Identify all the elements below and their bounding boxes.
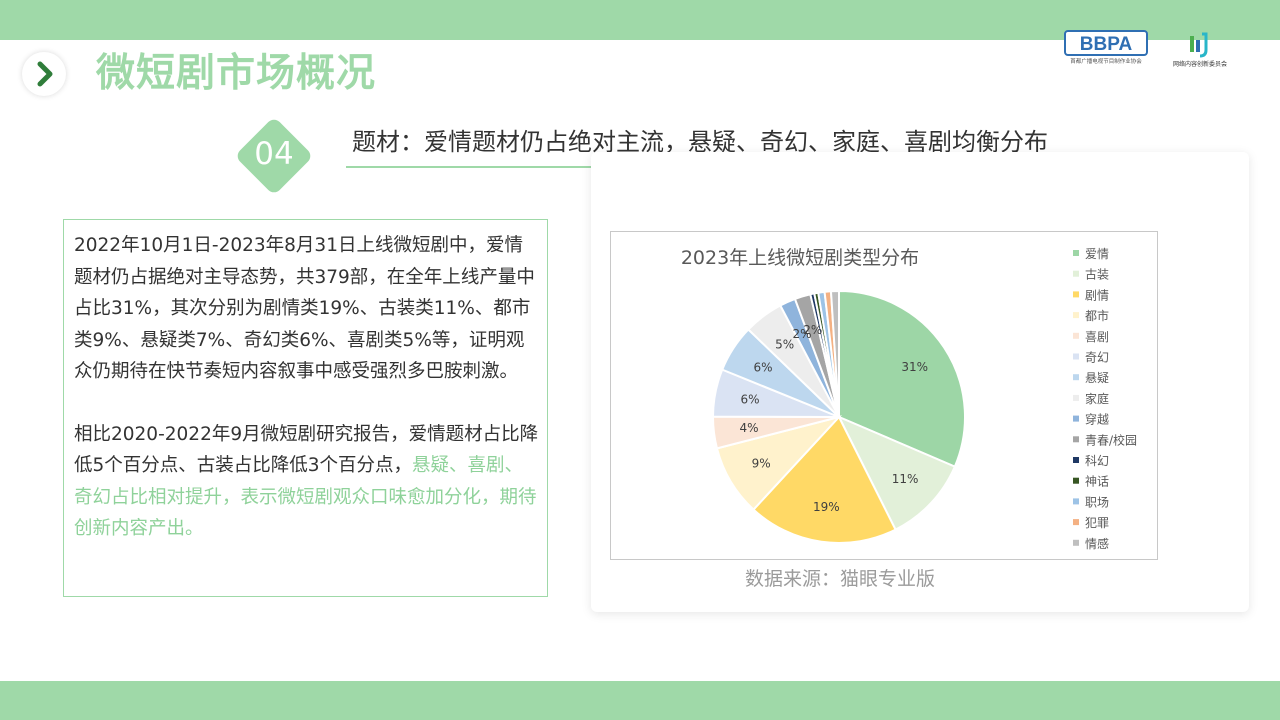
paragraph-2-text: 相比2020-2022年9月微短剧研究报告，爱情题材占比降低5个百分点、古装占比…	[74, 423, 539, 477]
section-number: 04	[254, 136, 294, 172]
legend-label-1: 古装	[1085, 267, 1109, 282]
pie-slice-label-8: 2%	[792, 327, 811, 341]
pie-slice-label-3: 9%	[752, 457, 771, 471]
bbpa-caption: 首都广播电视节目制作业协会	[1070, 57, 1142, 65]
legend-label-3: 都市	[1085, 308, 1109, 323]
chart-frame: 2023年上线微短剧类型分布 31% 11% 19% 9% 4% 6% 6% 5% 2% 2% 爱…	[610, 231, 1158, 560]
paragraph-2-highlight: 悬疑、喜剧、奇幻占比相对提升，表示微短剧观众口味愈加分化，期待创新内容产出。	[74, 455, 537, 539]
summary-paragraph-1: 2022年10月1日-2023年8月31日上线微短剧中，爱情题材仍占据绝对主导态…	[74, 235, 535, 382]
wj-logo-icon	[1190, 32, 1208, 58]
legend-label-13: 犯罪	[1085, 516, 1109, 530]
page-title: 微短剧市场概况	[96, 51, 377, 96]
legend-label-9: 青春/校园	[1085, 432, 1137, 447]
pie-slice-label-7: 5%	[775, 337, 794, 351]
legend-swatch-0	[1073, 250, 1079, 256]
pie-slice-label-5: 6%	[740, 393, 759, 407]
section-subtitle: 题材：爱情题材仍占绝对主流，悬疑、奇幻、家庭、喜剧均衡分布	[352, 128, 1048, 156]
pie-slice-2	[752, 415, 897, 544]
pie-slice-label-4: 4%	[739, 421, 758, 435]
legend-swatch-5	[1073, 353, 1079, 360]
legend-swatch-11	[1073, 477, 1079, 484]
legend-label-14: 情感	[1085, 536, 1109, 551]
legend-label-8: 穿越	[1085, 412, 1109, 427]
chevron-right-icon	[22, 52, 66, 96]
legend-swatch-3	[1073, 312, 1079, 319]
summary-paragraph-2: 相比2020-2022年9月微短剧研究报告，爱情题材占比降低5个百分点、古装占比…	[74, 419, 539, 545]
legend-swatch-2	[1073, 291, 1079, 298]
legend-label-6: 悬疑	[1085, 370, 1109, 385]
summary-text-box: 2022年10月1日-2023年8月31日上线微短剧中，爱情题材仍占据绝对主导态…	[63, 219, 548, 597]
chart-title: 2023年上线微短剧类型分布	[681, 247, 919, 269]
partner-logos: BBPA 首都广播电视节目制作业协会 网络内容创新委员会	[1062, 30, 1242, 74]
legend-swatch-8	[1073, 415, 1079, 422]
pie-slice-14	[829, 289, 840, 418]
pie-slice-label-1: 11%	[892, 472, 919, 486]
legend-label-5: 奇幻	[1085, 351, 1109, 365]
legend-swatch-1	[1073, 270, 1079, 277]
legend-swatch-10	[1073, 457, 1079, 463]
wj-caption: 网络内容创新委员会	[1173, 60, 1227, 68]
legend-swatch-14	[1073, 539, 1079, 546]
legend-swatch-4	[1073, 332, 1079, 339]
legend-swatch-13	[1073, 519, 1079, 526]
bbpa-logo-text: BBPA	[1080, 34, 1133, 55]
bottom-banner	[0, 681, 1280, 720]
legend-swatch-12	[1073, 498, 1079, 505]
legend-label-2: 剧情	[1085, 288, 1109, 302]
data-source: 数据来源：猫眼专业版	[745, 568, 936, 590]
pie-chart: 2023年上线微短剧类型分布 31%11%19%9%4%6%6%5%2%2% 爱…	[681, 247, 1137, 551]
legend-label-10: 科幻	[1085, 454, 1109, 468]
legend-label-12: 职场	[1085, 495, 1109, 509]
pie-slice-label-6: 6%	[753, 361, 772, 375]
legend-swatch-9	[1073, 436, 1079, 443]
legend-label-0: 爱情	[1085, 247, 1109, 261]
pie-slice-0	[838, 289, 966, 468]
section-number-badge	[237, 119, 311, 193]
legend-label-11: 神话	[1085, 475, 1109, 489]
legend-label-4: 喜剧	[1085, 330, 1109, 344]
legend-swatch-7	[1073, 394, 1079, 401]
pie-slice-1	[836, 415, 957, 531]
pie-slice-label-2: 19%	[813, 500, 840, 514]
legend-label-7: 家庭	[1085, 391, 1109, 406]
pie-slice-label-0: 31%	[901, 360, 928, 374]
pie-slice-label-9: 2%	[803, 323, 822, 337]
legend-swatch-6	[1073, 374, 1079, 381]
